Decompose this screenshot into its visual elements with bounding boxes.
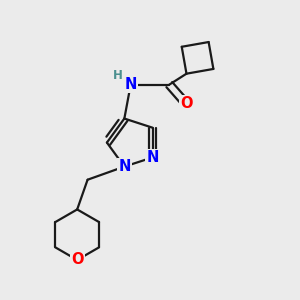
Text: N: N — [118, 159, 130, 174]
Text: N: N — [124, 77, 137, 92]
Text: O: O — [71, 253, 83, 268]
Text: N: N — [146, 150, 159, 165]
Text: H: H — [113, 69, 123, 82]
Text: O: O — [180, 96, 193, 111]
